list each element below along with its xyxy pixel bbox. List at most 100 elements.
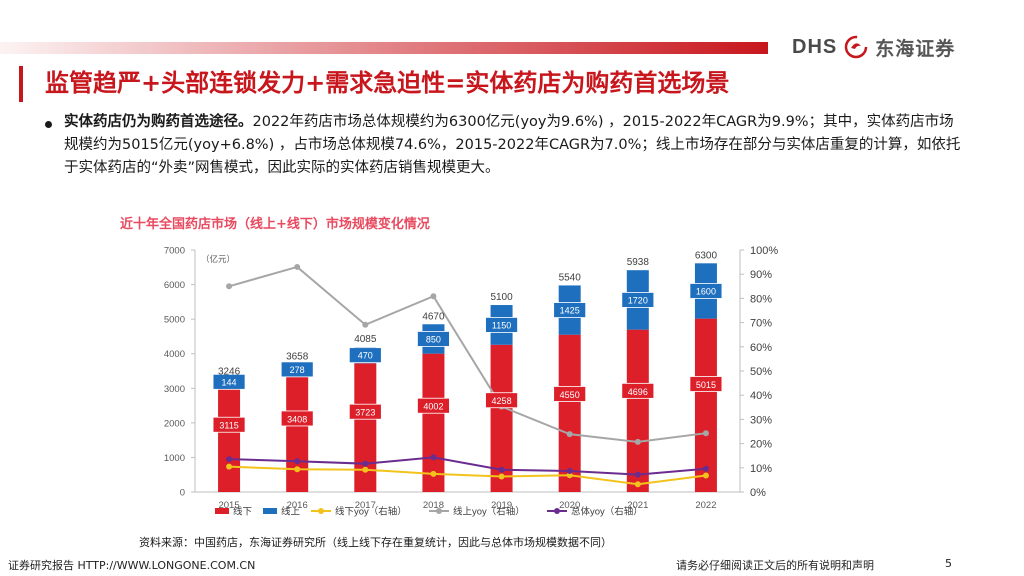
point-series-1-2020: [566, 472, 573, 479]
label-box-offline: [212, 416, 246, 433]
data-label-offline: 4002: [423, 402, 443, 412]
legend-label-1: 线下: [233, 506, 252, 518]
x-axis-tick-label: 2017: [355, 500, 376, 511]
left-axis-tick-label: 3000: [164, 384, 185, 395]
right-axis-tick-label: 90%: [750, 269, 772, 281]
right-axis-tick-label: 0%: [750, 487, 766, 499]
data-label-total: 6300: [695, 250, 718, 261]
page-title: 监管趋严+头部连锁发力+需求急迫性=实体药店为购药首选场景: [45, 69, 730, 97]
right-axis-tick-label: 80%: [750, 293, 772, 305]
x-axis-tick-label: 2016: [287, 500, 308, 511]
line-series-1: [229, 465, 707, 486]
label-box-online: [212, 373, 246, 390]
point-series-2-2017: [362, 321, 369, 328]
legend-label-5: 总体yoy（右轴）: [571, 506, 643, 518]
header-accent-bar: [0, 42, 768, 54]
data-label-total: 3246: [218, 366, 241, 377]
point-series-2-2016: [294, 263, 301, 270]
brand-name-en: DHS: [792, 35, 838, 58]
label-box-offline: [621, 382, 655, 399]
data-label-total: 4085: [354, 334, 377, 345]
title-marker: [19, 66, 23, 102]
point-series-2-2020: [566, 431, 573, 438]
bar-offline-2017: [354, 363, 377, 492]
label-box-offline: [553, 386, 587, 402]
right-axis-tick-label: 50%: [750, 366, 772, 378]
data-label-offline: 4550: [560, 390, 580, 400]
data-label-online: 470: [358, 351, 373, 361]
label-box-offline: [485, 392, 518, 409]
x-axis-tick-label: 2022: [695, 500, 716, 511]
label-box-online: [553, 302, 587, 318]
brand-logo: DHS 东海证券: [792, 31, 955, 63]
data-label-offline: 4696: [628, 387, 648, 397]
point-series-2-2018: [430, 293, 437, 300]
legend-swatch-2: [263, 508, 277, 514]
brand-name-cn: 东海证券: [875, 37, 956, 60]
line-series-3: [229, 456, 707, 476]
market-size-chart: 0 1000 2000 3000 4000 5000 6000 7000 （亿元） 0% 10% 20…: [164, 245, 778, 518]
label-box-offline: [348, 403, 382, 420]
point-series-2-2022: [702, 430, 709, 437]
point-series-1-2021: [634, 481, 641, 488]
right-axis-tick-label: 40%: [750, 390, 772, 402]
x-axis-tick-label: 2020: [559, 500, 580, 511]
point-series-1-2018: [430, 470, 437, 477]
point-series-3-2021: [634, 471, 641, 478]
left-axis-tick-label: 1000: [164, 453, 185, 464]
label-box-offline: [417, 397, 450, 414]
point-series-3-2015: [226, 456, 233, 463]
data-label-total: 5938: [627, 257, 650, 268]
data-label-online: 144: [222, 377, 237, 387]
point-series-1-2016: [294, 466, 301, 473]
label-box-online: [417, 331, 450, 347]
legend-label-4: 线上yoy（右轴）: [453, 506, 525, 518]
label-box-offline: [689, 376, 723, 392]
label-box-online: [485, 317, 518, 333]
point-series-1-2017: [362, 466, 369, 473]
right-axis-tick-label: 60%: [750, 342, 772, 354]
line-series-2: [228, 265, 707, 443]
bar-offline-2022: [694, 318, 717, 492]
x-axis-tick-label: 2015: [218, 500, 239, 511]
summary-lead: 实体药店仍为购药首选途径。: [64, 114, 253, 130]
data-label-online: 1600: [696, 286, 716, 296]
data-label-online: 1150: [492, 320, 511, 330]
summary-body: 2022年药店市场总体规模约为6300亿元(yoy为9.6%) ，2015-20…: [64, 114, 961, 176]
chart-title: 近十年全国药店市场（线上+线下）市场规模变化情况: [120, 217, 430, 232]
legend-swatch-1: [215, 508, 229, 514]
label-box-online: [689, 283, 723, 299]
legend-marker-4: [436, 508, 442, 514]
point-series-2-2021: [634, 438, 641, 445]
point-series-1-2022: [702, 472, 709, 479]
x-axis-tick-label: 2021: [627, 500, 648, 511]
legend-label-2: 线上: [281, 506, 301, 518]
left-axis-unit: （亿元）: [201, 254, 235, 264]
label-box-online: [280, 361, 314, 378]
label-box-offline: [280, 410, 314, 427]
right-axis-tick-label: 10%: [750, 463, 772, 475]
page-number: 5: [945, 557, 952, 570]
data-label-offline: 5015: [696, 380, 716, 390]
data-label-online: 850: [426, 334, 441, 344]
left-axis-tick-label: 0: [180, 488, 185, 499]
point-series-3-2016: [294, 458, 301, 465]
data-label-offline: 4258: [492, 396, 512, 406]
legend-marker-5: [554, 508, 560, 514]
bar-offline-2021: [626, 329, 649, 492]
point-series-3-2020: [566, 467, 573, 474]
source-note: 资料来源：中国药店，东海证券研究所（线上线下存在重复统计，因此与总体市场规模数据…: [139, 536, 612, 549]
x-axis-tick-label: 2018: [423, 500, 444, 511]
left-axis-tick-label: 5000: [164, 315, 185, 326]
point-series-3-2017: [362, 460, 369, 467]
label-box-online: [348, 347, 382, 364]
point-series-3-2018: [430, 454, 437, 461]
left-axis-tick-label: 7000: [164, 246, 185, 257]
data-label-total: 4670: [422, 311, 445, 322]
right-axis-tick-label: 100%: [750, 245, 778, 257]
footer-disclaimer: 请务必仔细阅读正文后的所有说明和声明: [676, 559, 874, 572]
data-label-offline: 3115: [219, 421, 238, 431]
bar-offline-2020: [558, 334, 581, 492]
left-axis-tick-label: 4000: [164, 349, 185, 360]
dragon-logo-icon: [844, 35, 868, 59]
